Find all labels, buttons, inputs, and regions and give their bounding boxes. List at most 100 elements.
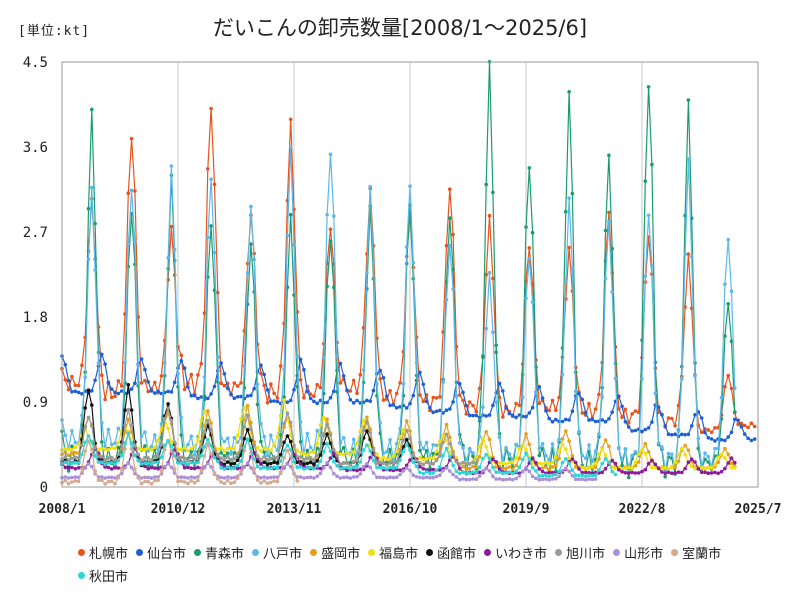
data-point <box>368 430 373 435</box>
data-point <box>418 393 422 397</box>
data-point <box>312 394 316 399</box>
data-point <box>673 465 677 470</box>
data-point <box>514 401 518 406</box>
data-point <box>308 392 313 397</box>
data-point <box>100 373 104 378</box>
data-point <box>86 434 91 438</box>
data-point <box>514 456 518 461</box>
legend-label: 秋田市 <box>89 570 129 585</box>
data-point <box>663 424 667 428</box>
data-point <box>421 382 426 387</box>
data-point <box>424 399 429 404</box>
data-point <box>451 400 455 404</box>
data-point <box>113 446 117 451</box>
data-point <box>182 446 187 450</box>
data-point <box>408 436 412 441</box>
data-point <box>537 385 542 389</box>
data-point <box>650 458 654 463</box>
data-point <box>143 378 147 383</box>
data-point <box>186 481 190 486</box>
data-point <box>467 477 472 482</box>
data-point <box>73 479 78 483</box>
data-point <box>312 467 316 471</box>
data-point <box>414 475 419 479</box>
data-point <box>418 440 422 445</box>
data-point <box>196 455 200 459</box>
data-point <box>554 417 558 422</box>
legend-item: 札幌市 <box>78 543 128 562</box>
x-tick-label: 2010/12 <box>151 502 206 517</box>
data-point <box>315 401 320 406</box>
data-point <box>494 470 499 475</box>
data-point <box>547 474 551 479</box>
data-point <box>129 423 134 428</box>
data-point <box>610 458 614 463</box>
data-point <box>153 380 157 385</box>
data-point <box>245 271 250 276</box>
data-point <box>80 452 84 457</box>
data-point <box>66 453 71 458</box>
data-point <box>249 427 253 432</box>
data-point <box>530 230 535 235</box>
data-point <box>686 460 691 465</box>
data-point <box>388 460 392 465</box>
data-point <box>481 456 485 461</box>
data-point <box>467 447 472 452</box>
data-point <box>603 467 608 471</box>
data-point <box>93 378 97 383</box>
data-point <box>133 240 137 244</box>
data-point <box>689 457 694 462</box>
data-point <box>202 465 207 470</box>
data-point <box>189 466 194 471</box>
data-point <box>159 374 164 378</box>
data-point <box>172 380 177 385</box>
data-point <box>530 466 535 470</box>
data-point <box>70 374 74 379</box>
data-point <box>282 398 286 403</box>
data-point <box>295 479 300 483</box>
data-point <box>113 458 117 463</box>
data-point <box>182 465 187 470</box>
data-point <box>90 389 94 393</box>
data-point <box>275 455 280 460</box>
data-point <box>308 475 313 480</box>
data-point <box>573 389 578 394</box>
data-point <box>557 448 561 453</box>
series-line <box>61 352 755 442</box>
data-point <box>222 372 227 376</box>
data-point <box>375 475 379 480</box>
data-point <box>232 457 237 461</box>
data-point <box>146 466 150 471</box>
data-point <box>206 437 210 442</box>
data-point <box>129 465 134 470</box>
data-point <box>653 462 658 467</box>
data-point <box>63 475 68 479</box>
data-point <box>431 467 436 472</box>
data-point <box>457 462 462 466</box>
data-point <box>680 377 684 381</box>
data-point <box>146 380 150 384</box>
legend-marker <box>555 549 563 556</box>
data-point <box>109 387 114 391</box>
data-point <box>298 378 303 382</box>
data-point <box>100 446 104 451</box>
data-point <box>229 466 233 471</box>
data-point <box>199 453 203 458</box>
data-point <box>136 446 140 451</box>
data-point <box>325 400 329 405</box>
data-point <box>696 436 701 441</box>
data-point <box>723 384 727 389</box>
legend: 札幌市 仙台市 青森市 八戸市 盛岡市 福島市 函館市 いわき市 旭川市 山形市 室蘭市 秋田市 <box>78 543 758 585</box>
data-point <box>123 423 127 428</box>
data-point <box>209 177 213 181</box>
data-point <box>477 444 482 449</box>
data-point <box>600 395 604 399</box>
data-point <box>573 460 578 465</box>
data-point <box>262 434 267 439</box>
data-point <box>587 477 591 481</box>
data-point <box>355 474 359 479</box>
data-point <box>206 442 210 447</box>
data-point <box>305 456 310 461</box>
data-point <box>143 430 147 434</box>
data-point <box>660 466 664 470</box>
